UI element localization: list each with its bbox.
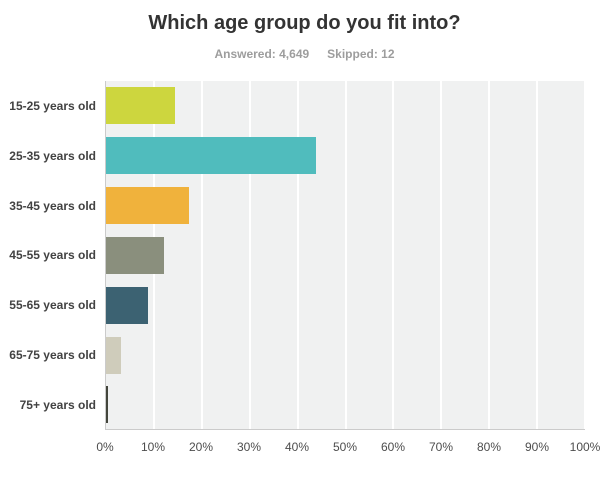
gridline	[536, 81, 539, 429]
category-label: 15-25 years old	[9, 98, 96, 113]
gridline	[584, 81, 586, 429]
x-tick-label: 30%	[236, 440, 262, 454]
chart-row: 45-55 years old	[0, 231, 609, 281]
bar-track	[105, 87, 585, 125]
gridline	[296, 81, 299, 429]
x-axis: 0% 10% 20% 30% 40% 50% 60% 70% 80% 90% 100%	[0, 440, 609, 458]
bar-track	[105, 236, 585, 274]
bar-track	[105, 386, 585, 424]
bar-15-25-years-old	[106, 87, 175, 125]
bar-track	[105, 286, 585, 324]
bar-75+-years-old	[106, 386, 108, 424]
chart-row: 75+ years old	[0, 380, 609, 430]
gridline	[200, 81, 203, 429]
category-label: 75+ years old	[19, 397, 96, 412]
x-tick-label: 10%	[140, 440, 166, 454]
gridline	[248, 81, 251, 429]
bar-45-55-years-old	[106, 236, 165, 274]
x-tick-label: 0%	[96, 440, 114, 454]
category-label: 35-45 years old	[9, 198, 96, 213]
x-tick-label: 80%	[476, 440, 502, 454]
bar-65-75-years-old	[106, 336, 121, 374]
chart-row: 65-75 years old	[0, 330, 609, 380]
chart-row: 25-35 years old	[0, 131, 609, 181]
category-label: 45-55 years old	[9, 248, 96, 263]
x-tick-label: 40%	[284, 440, 310, 454]
gridline	[344, 81, 347, 429]
chart-rows: 15-25 years old 25-35 years old 35-45 year…	[0, 81, 609, 430]
x-tick-label: 100%	[569, 440, 601, 454]
answered-count: Answered: 4,649	[214, 47, 310, 61]
category-label: 65-75 years old	[9, 348, 96, 363]
x-tick-label: 60%	[380, 440, 406, 454]
chart-subtitle: Answered: 4,649 Skipped: 12	[0, 47, 609, 61]
gridline	[488, 81, 491, 429]
chart-row: 35-45 years old	[0, 181, 609, 231]
bar-track	[105, 336, 585, 374]
bar-25-35-years-old	[106, 137, 317, 175]
bar-track	[105, 187, 585, 225]
category-label: 55-65 years old	[9, 298, 96, 313]
gridline	[392, 81, 395, 429]
chart-row: 15-25 years old	[0, 81, 609, 131]
gridline	[440, 81, 443, 429]
category-label: 25-35 years old	[9, 148, 96, 163]
bar-track	[105, 137, 585, 175]
chart-row: 55-65 years old	[0, 280, 609, 330]
bar-55-65-years-old	[106, 286, 148, 324]
chart-title: Which age group do you fit into?	[148, 12, 461, 34]
bar-35-45-years-old	[106, 187, 189, 225]
x-tick-label: 20%	[188, 440, 214, 454]
x-tick-label: 70%	[428, 440, 454, 454]
x-tick-label: 50%	[332, 440, 358, 454]
skipped-count: Skipped: 12	[327, 47, 395, 61]
x-tick-label: 90%	[524, 440, 550, 454]
